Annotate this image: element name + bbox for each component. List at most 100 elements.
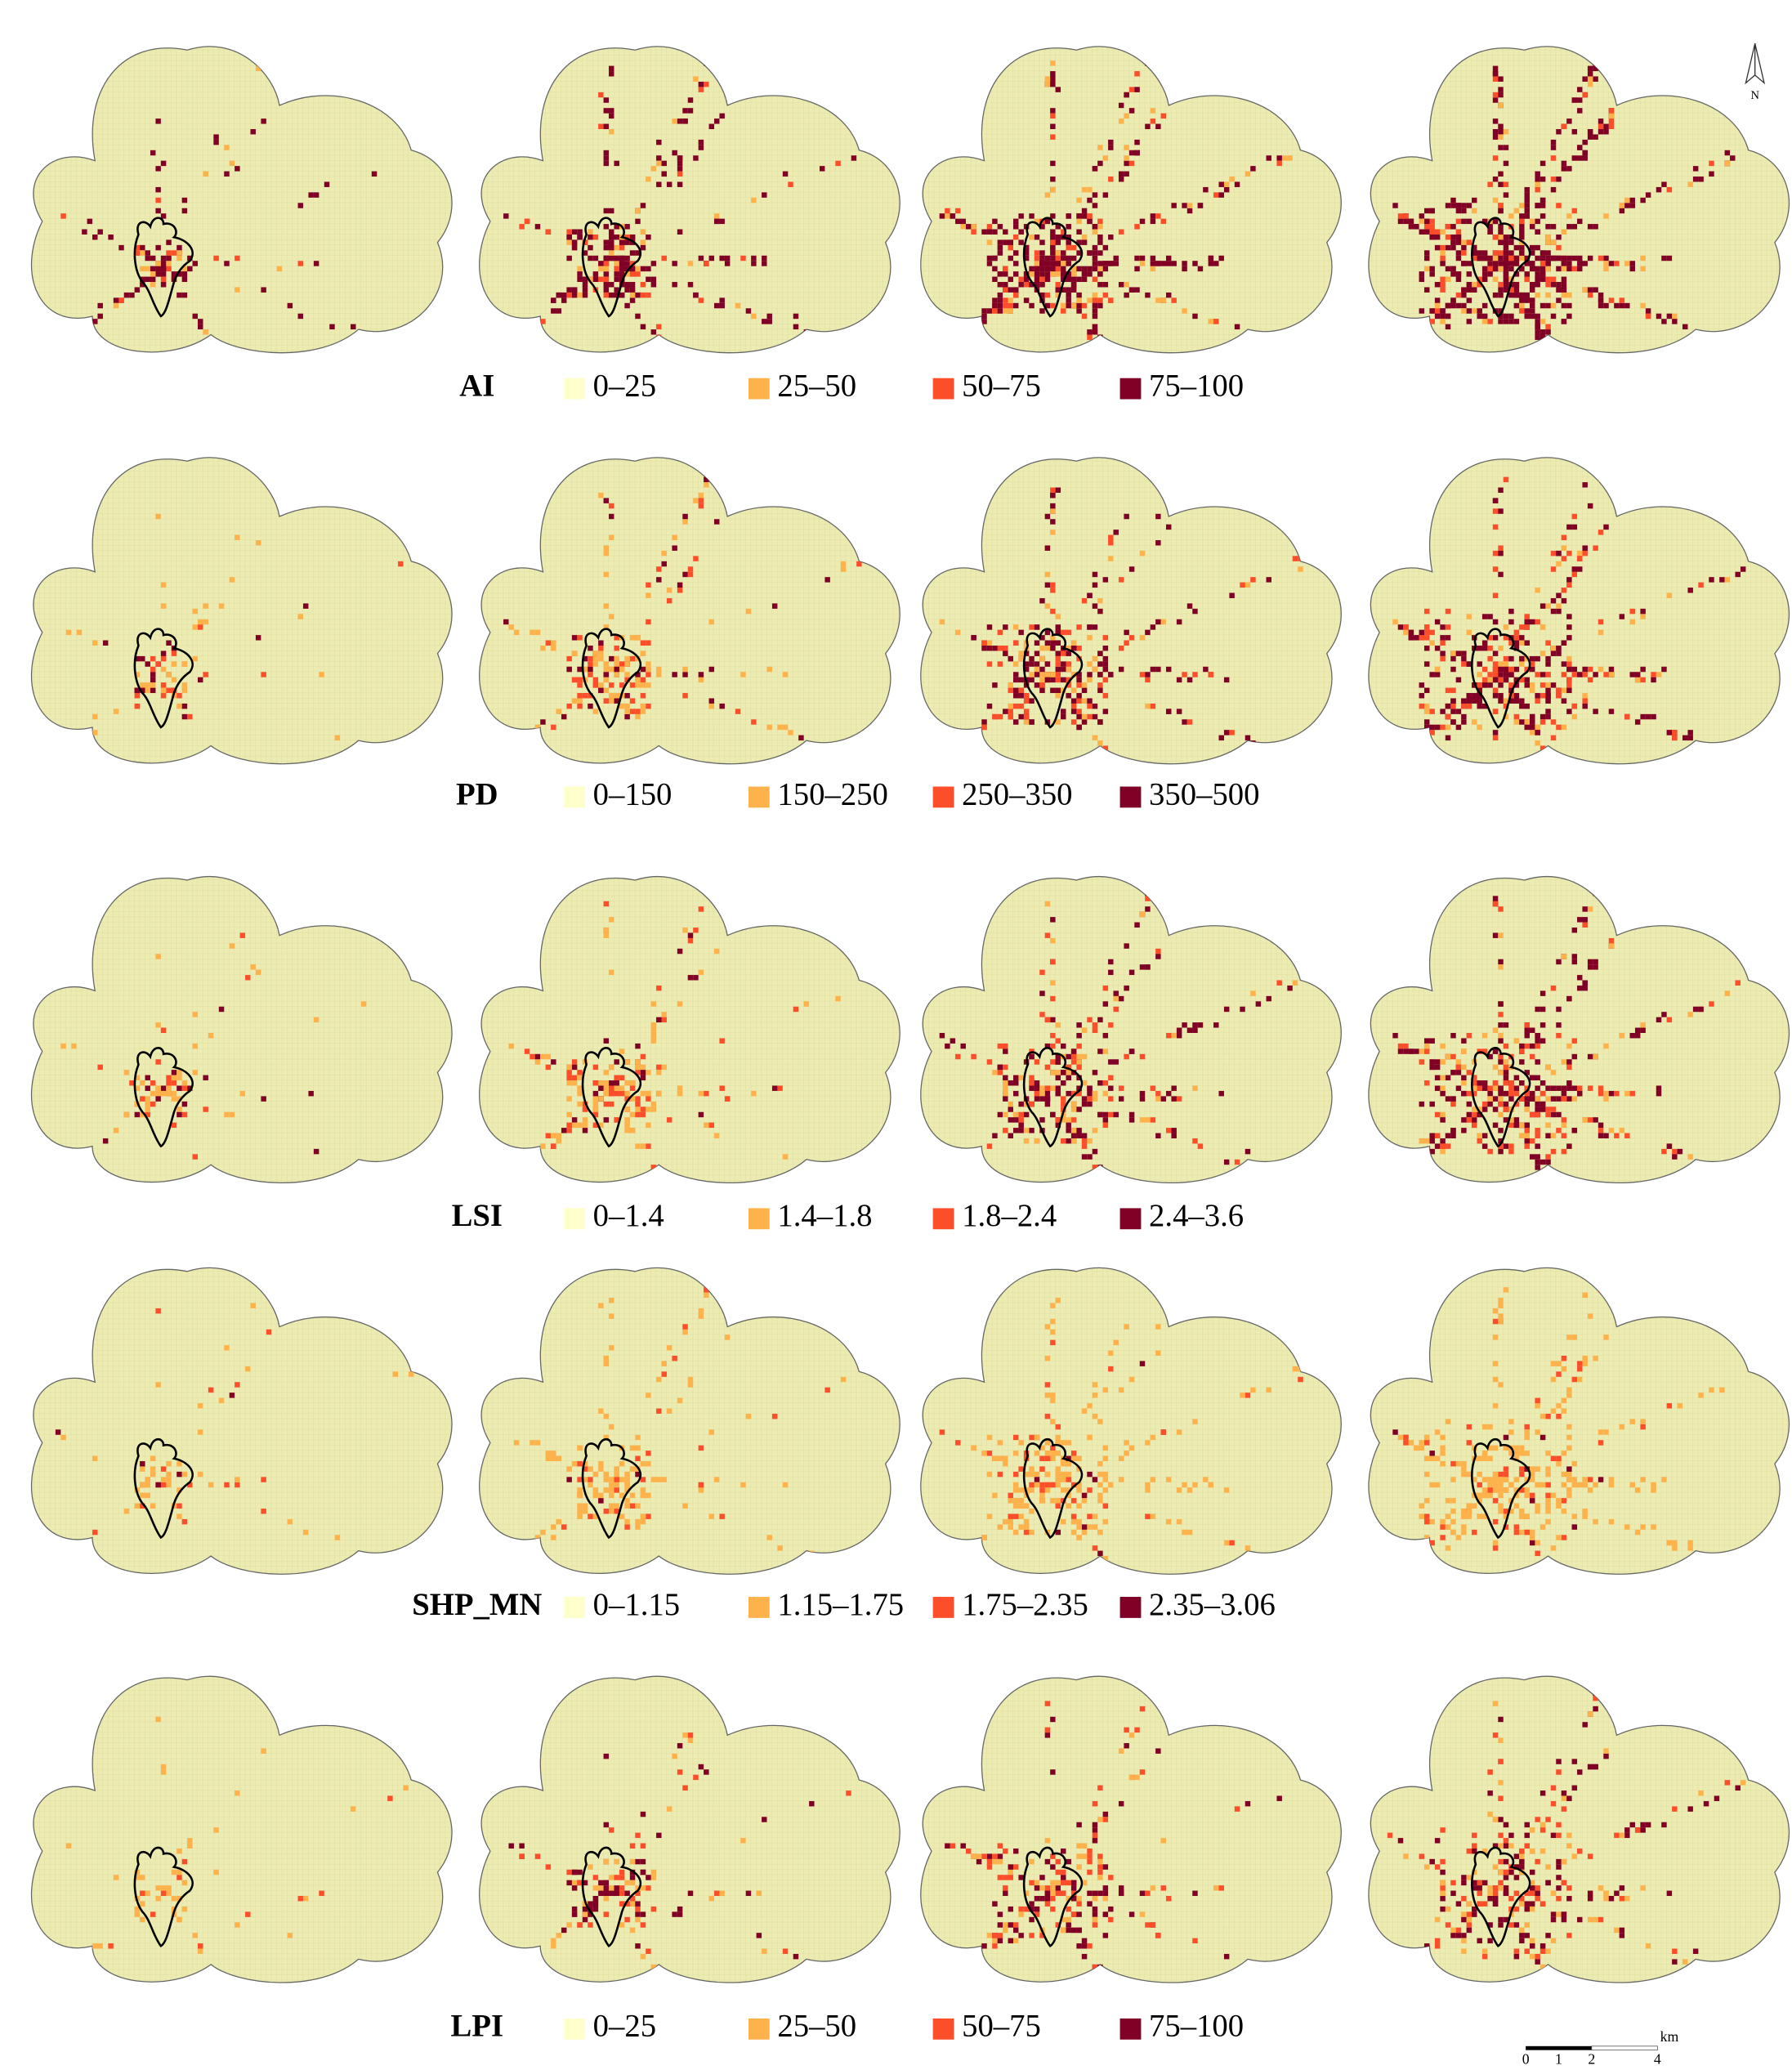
map-cell [1545, 687, 1551, 694]
map-cell [1008, 302, 1013, 309]
map-cell [1619, 1128, 1625, 1133]
map-cell [619, 1085, 625, 1091]
map-cell [624, 1117, 630, 1123]
map-cell [1070, 1059, 1077, 1065]
map-cell [588, 661, 593, 667]
map-cell [1540, 255, 1546, 262]
map-cell [1481, 677, 1488, 683]
map-cell [1566, 577, 1572, 583]
map-panel [30, 1675, 453, 1983]
map-cell [640, 677, 646, 683]
map-cell [1018, 629, 1024, 636]
map-cell [1587, 81, 1593, 87]
map-cell [1055, 282, 1061, 288]
map-cell [1070, 687, 1077, 694]
map-cell [1050, 1455, 1056, 1461]
map-cell [160, 266, 167, 272]
map-cell [1513, 1090, 1520, 1097]
map-cell [1582, 550, 1588, 557]
map-cell [1472, 1848, 1477, 1854]
map-cell [1450, 1096, 1456, 1102]
map-cell [1477, 661, 1482, 667]
map-cell [1513, 208, 1520, 214]
map-cell [629, 1128, 636, 1133]
map-cell [624, 661, 630, 667]
map-cell [1150, 666, 1156, 673]
map-cell [1561, 266, 1567, 272]
map-cell [261, 118, 266, 124]
map-cell [588, 255, 593, 262]
map-cell [1108, 1875, 1114, 1880]
map-cell [1424, 1138, 1430, 1144]
map-cell [693, 498, 699, 503]
map-cell [1066, 261, 1071, 266]
map-cell [1487, 1085, 1493, 1091]
map-cell [1070, 271, 1077, 277]
map-cell [1076, 1107, 1082, 1112]
map-cell [1102, 1080, 1109, 1086]
map-cell [534, 724, 541, 731]
map-cell [1097, 1550, 1103, 1557]
map-cell [677, 948, 683, 955]
map-cell [1066, 302, 1071, 309]
map-cell [1519, 224, 1525, 230]
map-cell [1619, 1424, 1625, 1430]
map-cell [1513, 1492, 1520, 1499]
study-area [478, 875, 900, 1184]
map-cell [614, 693, 619, 699]
map-cell [1508, 672, 1514, 677]
map-cell [1424, 1080, 1430, 1086]
map-cell [1603, 1429, 1609, 1435]
map-cell [981, 308, 987, 314]
map-cell [672, 1911, 677, 1917]
map-cell [1434, 229, 1441, 235]
map-cell [1477, 1482, 1482, 1488]
study-area [1368, 457, 1790, 765]
map-cell [1608, 113, 1615, 119]
map-cell [508, 1043, 514, 1049]
map-cell [640, 203, 646, 208]
map-cell [177, 1503, 182, 1509]
map-cell [624, 1059, 630, 1065]
map-cell [235, 1482, 240, 1488]
map-cell [1498, 682, 1504, 688]
map-cell [1003, 646, 1008, 651]
map-cell [1186, 677, 1193, 683]
map-cell [1566, 292, 1572, 298]
map-cell [1023, 713, 1030, 720]
map-cell [1492, 218, 1499, 225]
map-cell [1070, 1927, 1077, 1934]
map-cell [1556, 959, 1562, 965]
map-cell [1450, 703, 1456, 709]
map-cell [624, 693, 630, 699]
map-cell [1466, 287, 1472, 293]
map-cell [1176, 1096, 1182, 1102]
map-cell [1540, 334, 1546, 340]
map-cell [588, 666, 593, 673]
map-cell [1018, 1498, 1024, 1504]
map-cell [1145, 1440, 1151, 1446]
map-cell [1298, 1376, 1303, 1383]
map-cell [592, 1090, 599, 1097]
map-cell [1424, 250, 1430, 256]
map-cell [1556, 177, 1562, 182]
map-cell [177, 1513, 182, 1519]
map-cell [1092, 302, 1098, 309]
map-cell [1003, 1885, 1008, 1891]
map-cell [640, 1885, 646, 1891]
map-cell [1582, 545, 1588, 551]
map-cell [1076, 1943, 1082, 1949]
map-cell [1687, 1012, 1693, 1017]
map-cell [1128, 969, 1135, 976]
map-cell [1498, 1022, 1504, 1028]
map-cell [166, 250, 172, 256]
map-cell [1055, 1117, 1061, 1123]
map-cell [788, 730, 793, 735]
map-cell [1434, 1075, 1441, 1081]
map-cell [1577, 975, 1583, 981]
map-cell [1424, 719, 1430, 725]
map-cell [519, 224, 525, 230]
map-cell [939, 1033, 945, 1039]
map-cell [60, 213, 66, 219]
map-cell [1102, 1811, 1109, 1817]
